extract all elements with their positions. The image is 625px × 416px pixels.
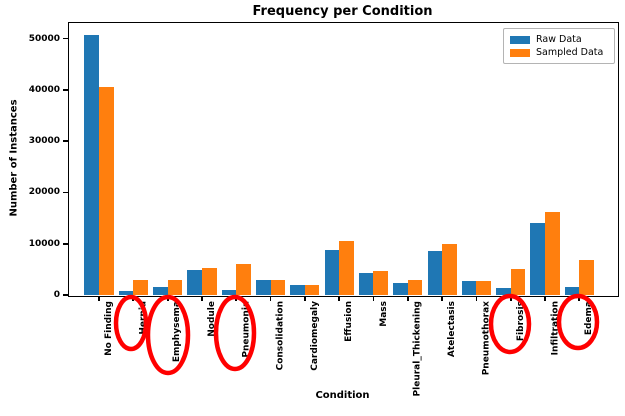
bar-sampled-data-cardiomegaly <box>304 284 320 295</box>
bar-sampled-data-edema <box>579 260 594 295</box>
x-tick-label-edema: Edema <box>584 301 595 336</box>
bar-sampled-data-mass <box>373 270 389 295</box>
x-tick-label-atelectasis: Atelectasis <box>447 301 458 358</box>
legend-swatch-raw-data <box>510 35 530 44</box>
legend-item-raw-data: Raw Data <box>510 33 608 46</box>
bar-raw-data-infiltration <box>530 223 546 295</box>
x-tick-mark <box>441 296 443 302</box>
bar-raw-data-pneumonia <box>221 289 237 295</box>
x-tick-label-pneumothorax: Pneumothorax <box>481 301 492 376</box>
bar-raw-data-atelectasis <box>427 251 443 295</box>
bar-sampled-data-fibrosis <box>510 269 526 295</box>
x-tick-mark <box>578 296 581 302</box>
x-tick-label-consolidation: Consolidation <box>275 301 286 371</box>
y-tick-label: 30000 <box>28 136 60 147</box>
bar-raw-data-no-finding <box>84 35 99 295</box>
x-tick-label-infiltration: Infiltration <box>550 301 561 356</box>
chart-title: Frequency per Condition <box>252 4 433 19</box>
bar-raw-data-hernia <box>118 291 134 295</box>
bar-sampled-data-infiltration <box>545 212 560 295</box>
y-tick-mark <box>63 88 68 91</box>
x-tick-mark <box>475 296 478 302</box>
bar-sampled-data-no-finding <box>99 87 114 295</box>
x-tick-label-pneumonia: Pneumonia <box>241 301 252 358</box>
x-tick-label-effusion: Effusion <box>344 301 355 342</box>
x-tick-label-pleural-thickening: Pleural_Thickening <box>412 301 423 397</box>
x-tick-mark <box>338 296 341 302</box>
legend-label-raw-data: Raw Data <box>536 34 582 45</box>
y-axis-label: Number of Instances <box>8 99 20 217</box>
x-tick-mark <box>98 296 100 302</box>
x-axis-label: Condition <box>315 390 370 401</box>
y-tick-mark <box>63 294 68 296</box>
x-tick-mark <box>201 296 203 302</box>
bar-raw-data-pleural-thickening <box>393 282 408 295</box>
x-tick-mark <box>303 296 306 302</box>
bar-raw-data-effusion <box>324 250 340 295</box>
bar-sampled-data-emphysema <box>167 279 183 295</box>
bar-sampled-data-hernia <box>133 279 148 295</box>
x-tick-label-mass: Mass <box>378 301 389 327</box>
legend-swatch-sampled-data <box>510 48 530 57</box>
bar-sampled-data-pneumonia <box>236 264 251 295</box>
bar-sampled-data-nodule <box>201 267 217 295</box>
y-tick-label: 50000 <box>28 33 60 44</box>
y-tick-label: 0 <box>53 290 60 300</box>
y-tick-mark <box>63 191 68 194</box>
bar-raw-data-consolidation <box>255 279 271 295</box>
x-tick-mark <box>132 296 135 302</box>
y-tick-label: 40000 <box>28 84 60 95</box>
bar-sampled-data-atelectasis <box>442 244 457 295</box>
x-tick-mark <box>544 296 546 302</box>
legend: Raw Data Sampled Data <box>503 28 615 64</box>
x-tick-mark <box>406 296 409 302</box>
x-tick-mark <box>509 296 512 302</box>
bar-sampled-data-consolidation <box>270 279 286 295</box>
legend-item-sampled-data: Sampled Data <box>510 46 608 59</box>
y-tick-label: 10000 <box>28 238 60 249</box>
x-tick-mark <box>269 296 272 302</box>
x-tick-mark <box>372 296 375 302</box>
bar-raw-data-mass <box>358 272 374 295</box>
legend-label-sampled-data: Sampled Data <box>536 47 604 58</box>
y-tick-label: 20000 <box>28 187 60 198</box>
y-tick-mark <box>63 37 68 40</box>
bar-sampled-data-pneumothorax <box>476 280 491 295</box>
x-tick-mark <box>235 296 238 302</box>
bar-raw-data-cardiomegaly <box>290 284 305 295</box>
y-tick-mark <box>63 140 68 142</box>
x-tick-label-hernia: Hernia <box>138 301 149 335</box>
bar-raw-data-emphysema <box>153 286 168 295</box>
bar-sampled-data-pleural-thickening <box>407 280 423 295</box>
x-tick-label-cardiomegaly: Cardiomegaly <box>309 301 320 371</box>
bar-raw-data-fibrosis <box>496 287 511 295</box>
y-tick-mark <box>63 242 68 245</box>
x-tick-label-nodule: Nodule <box>206 301 217 337</box>
bar-sampled-data-effusion <box>339 240 354 295</box>
x-tick-mark <box>166 296 169 302</box>
x-tick-label-fibrosis: Fibrosis <box>515 301 526 342</box>
x-tick-label-emphysema: Emphysema <box>172 301 183 363</box>
bar-raw-data-nodule <box>187 269 202 295</box>
bar-raw-data-edema <box>564 287 580 295</box>
bar-raw-data-pneumothorax <box>461 280 477 295</box>
x-tick-label-no-finding: No Finding <box>104 301 114 356</box>
